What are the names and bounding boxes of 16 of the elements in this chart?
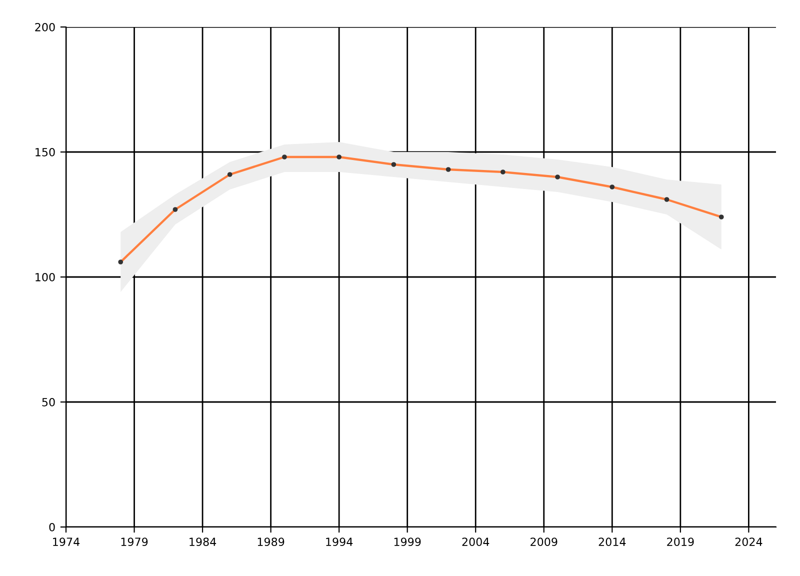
x-tick-label: 2014: [598, 538, 626, 546]
x-tick-label: 1994: [326, 538, 353, 546]
x-tick-label: 1999: [394, 538, 421, 546]
x-tick-label: 1984: [190, 538, 216, 546]
x-tick-label: 2004: [462, 538, 490, 546]
y-tick-label: 0: [49, 522, 55, 532]
x-tick-label: 1974: [53, 538, 80, 546]
y-tick-label: 150: [36, 148, 55, 156]
x-tick-label: 1979: [121, 538, 148, 546]
x-tick-label: 2024: [735, 538, 762, 546]
x-tick-label: 1989: [258, 538, 284, 546]
y-tick-label: 200: [35, 22, 55, 32]
x-tick-label: 2019: [667, 538, 694, 546]
x-tick-label: 2009: [530, 538, 558, 546]
y-tick-label: 100: [36, 272, 55, 282]
y-tick-label: 50: [42, 398, 55, 406]
